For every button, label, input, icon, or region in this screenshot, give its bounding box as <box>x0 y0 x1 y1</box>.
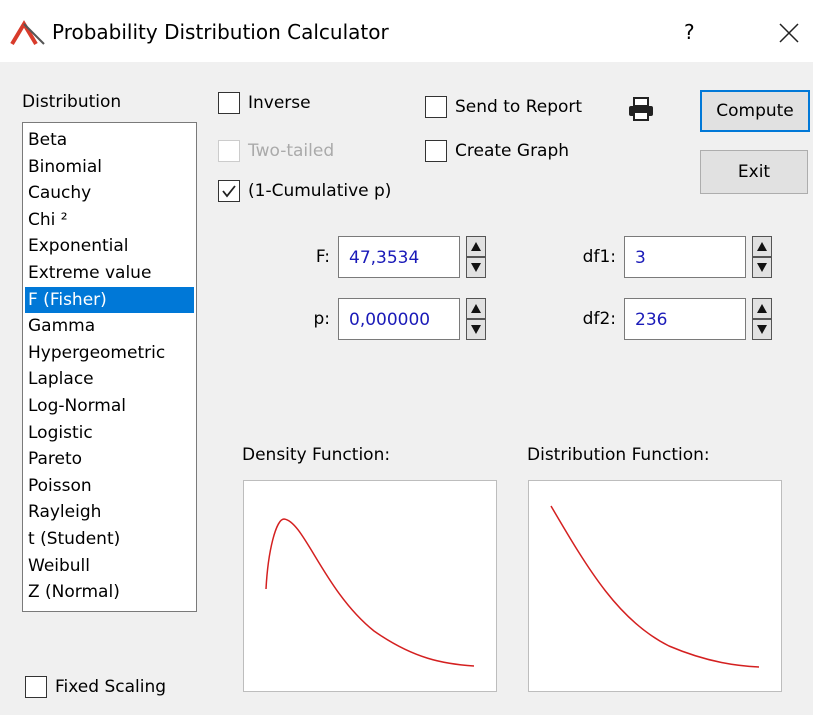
distribution-item[interactable]: Chi ² <box>28 209 68 230</box>
distribution-item[interactable]: Beta <box>28 130 68 150</box>
field-input[interactable]: 47,3534 <box>338 236 460 278</box>
checkbox[interactable] <box>425 140 447 162</box>
distribution-item[interactable]: t (Student) <box>28 529 121 549</box>
window-title: Probability Distribution Calculator <box>52 20 389 44</box>
spin-button[interactable] <box>752 298 772 340</box>
checkbox[interactable] <box>218 180 240 202</box>
distribution-item[interactable]: Poisson <box>28 475 92 496</box>
distribution-item[interactable]: F (Fisher) <box>25 286 194 313</box>
distribution-graph <box>528 480 782 692</box>
checkbox-label[interactable]: (1-Cumulative p) <box>248 181 392 201</box>
distribution-item[interactable]: Log-Normal <box>28 396 127 416</box>
graph-label: Density Function: <box>242 445 391 465</box>
density-graph <box>243 480 497 692</box>
spin-arrows <box>466 298 486 340</box>
distribution-label: Distribution <box>22 92 122 112</box>
distribution-item[interactable]: Laplace <box>28 369 94 390</box>
distribution-item[interactable]: Z (Normal) <box>28 582 120 603</box>
distribution-item[interactable]: Rayleigh <box>28 502 102 523</box>
checkbox[interactable] <box>25 676 47 698</box>
checkbox-label: Two-tailed <box>248 141 335 161</box>
field-label: F: <box>315 247 330 267</box>
checkbox[interactable] <box>425 96 447 118</box>
density-curve <box>265 518 475 667</box>
help-button[interactable]: ? <box>684 20 695 44</box>
distribution-item[interactable]: Gamma <box>28 316 96 337</box>
checkbox[interactable] <box>218 92 240 114</box>
check-mark <box>222 185 236 198</box>
spin-arrows <box>752 298 772 340</box>
distribution-item[interactable]: Pareto <box>28 449 83 470</box>
field-input[interactable]: 3 <box>624 236 746 278</box>
print-icon[interactable] <box>626 96 656 122</box>
field-input[interactable]: 0,000000 <box>338 298 460 340</box>
distribution-list[interactable]: Beta Binomial Cauchy Chi ² Exponential Extrem… <box>22 122 197 612</box>
spin-arrows <box>752 236 772 278</box>
distribution-item[interactable]: Cauchy <box>28 183 92 204</box>
field-input[interactable]: 236 <box>624 298 746 340</box>
spin-button[interactable] <box>466 236 486 278</box>
spin-button[interactable] <box>466 298 486 340</box>
distribution-curve <box>550 505 760 668</box>
checkbox-label[interactable]: Create Graph <box>455 141 570 161</box>
button[interactable]: Exit <box>700 150 808 194</box>
distribution-item[interactable]: Weibull <box>28 555 91 576</box>
checkbox-label[interactable]: Inverse <box>248 93 311 113</box>
distribution-item[interactable]: Exponential <box>28 236 129 257</box>
button[interactable]: Compute <box>700 90 810 132</box>
distribution-item[interactable]: Logistic <box>28 422 93 443</box>
checkbox-label[interactable]: Fixed Scaling <box>55 677 167 697</box>
distribution-item[interactable]: Binomial <box>28 156 102 177</box>
spin-arrows <box>466 236 486 278</box>
close-button[interactable] <box>778 22 800 44</box>
title-bar: Probability Distribution Calculator ? <box>0 0 813 62</box>
graph-label: Distribution Function: <box>527 445 710 465</box>
distribution-item[interactable]: Hypergeometric <box>28 342 166 363</box>
checkbox <box>218 140 240 162</box>
field-label: df1: <box>582 247 616 267</box>
distribution-item[interactable]: Extreme value <box>28 263 152 283</box>
app-icon <box>10 20 45 46</box>
spin-button[interactable] <box>752 236 772 278</box>
field-label: df2: <box>582 309 616 329</box>
field-label: p: <box>313 309 330 329</box>
checkbox-label[interactable]: Send to Report <box>455 97 583 117</box>
